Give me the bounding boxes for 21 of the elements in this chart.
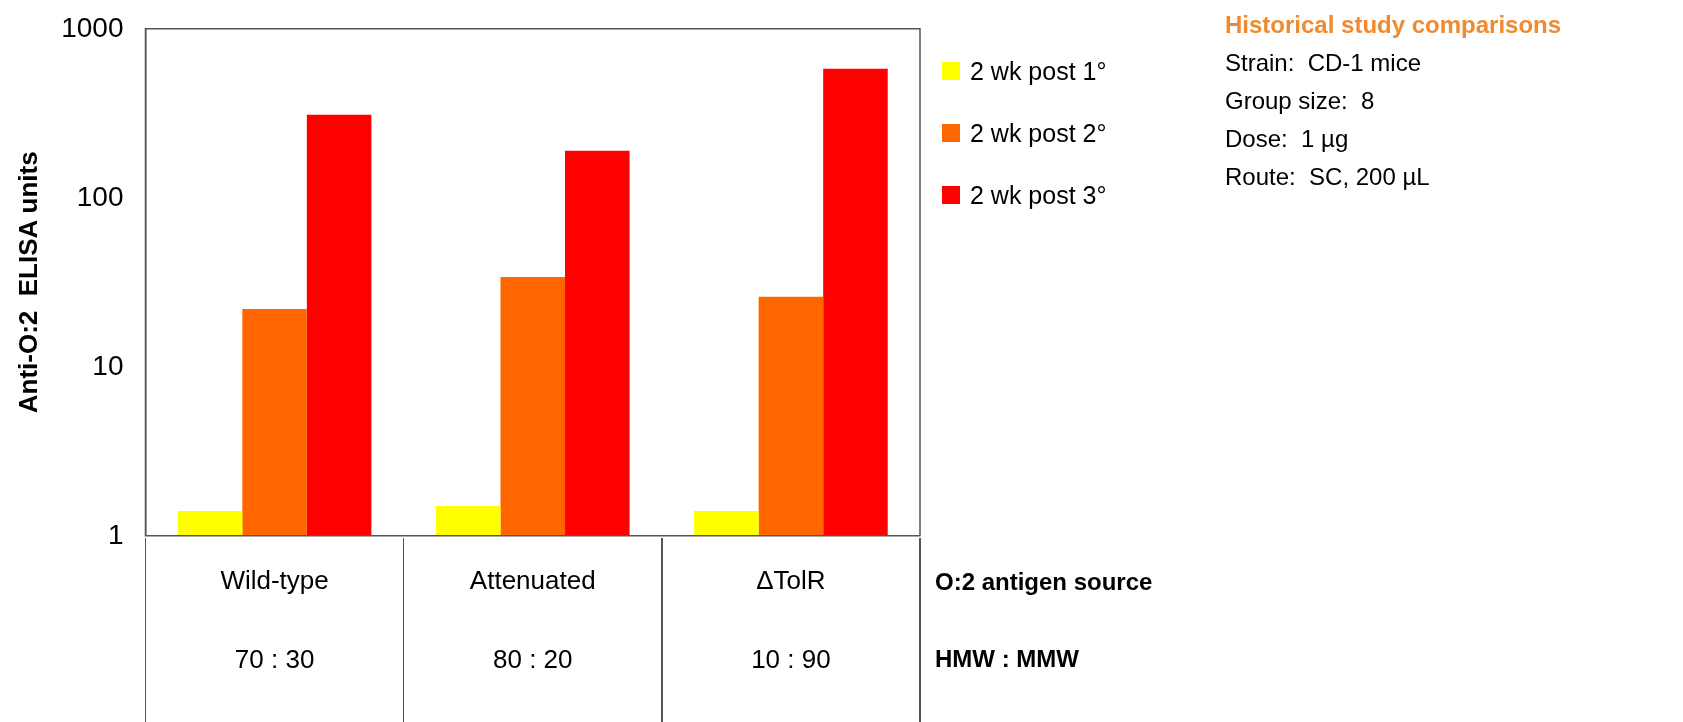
text: 80 : 20 — [492, 643, 573, 674]
text: Route: SC, 200 µL — [1225, 162, 1431, 192]
y-tick-label: 100 — [76, 180, 124, 212]
text: 70 : 30 — [234, 643, 315, 674]
x-tick-label: ΔTolR — [756, 564, 826, 595]
x-axis-title: O:2 antigen source — [935, 568, 1153, 596]
y-tick-label: 1 — [107, 518, 124, 550]
y-tick-label: 1000 — [61, 11, 124, 43]
text: Group size: 8 — [1225, 86, 1376, 116]
y-tick-label: 10 — [92, 349, 124, 381]
x-tick-label: Attenuated — [469, 564, 596, 595]
legend-label: 2 wk post 1° — [970, 56, 1107, 86]
text: Strain: CD-1 mice — [1225, 48, 1423, 78]
y-axis-title: Anti-O:2 ELISA units — [12, 151, 43, 414]
text: Dose: 1 µg — [1225, 124, 1350, 154]
text: 10 : 90 — [751, 643, 831, 674]
text: HMW : MMW — [935, 645, 1080, 673]
text: Historical study comparisons — [1225, 10, 1562, 40]
x-tick-label: Wild-type — [220, 564, 329, 595]
legend-label: 2 wk post 2° — [970, 118, 1107, 148]
legend-label: 2 wk post 3° — [970, 180, 1107, 210]
